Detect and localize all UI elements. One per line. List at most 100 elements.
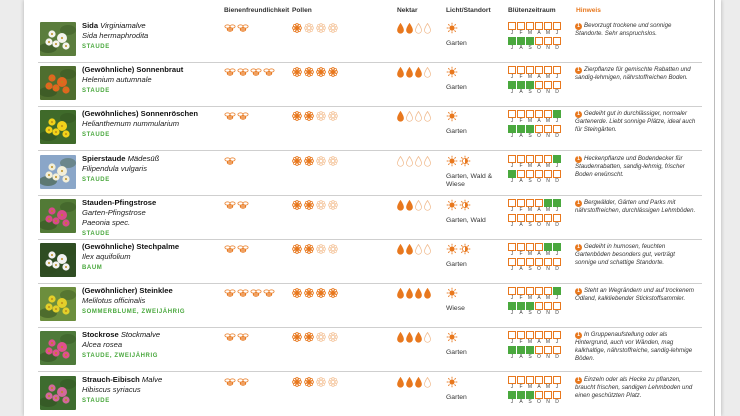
plant-hint: 1 Bergwälder, Gärten und Parks mit nährst… — [575, 198, 696, 214]
plant-scientific-name: Helenium autumnale — [82, 75, 152, 85]
plant-photo — [40, 287, 76, 322]
bloom-cells — [508, 125, 574, 134]
bloom-month-off — [535, 81, 543, 90]
month-label: J — [510, 30, 514, 36]
bloom-month-on — [526, 346, 534, 355]
plant-hint: 1 In Gruppenaufstellung oder als Hintergr… — [575, 331, 693, 363]
location-text: Wiese — [446, 305, 465, 313]
hint-number-badge: 1 — [575, 244, 582, 251]
bloom-month-off — [553, 169, 561, 178]
month-label: N — [546, 45, 550, 51]
plant-category: STAUDE — [82, 132, 110, 139]
bloom-month-off — [508, 331, 516, 340]
plant-alt-name: Mädesüß — [127, 153, 160, 163]
month-label: F — [519, 383, 523, 390]
bloom-cells — [508, 37, 574, 45]
nectar-filled-icon — [397, 376, 404, 388]
bloom-month-off — [535, 37, 543, 45]
bloom-month-on — [508, 390, 516, 399]
plant-hint: 1 Einzeln oder als Hecke zu pflanzen, bra… — [575, 375, 693, 399]
month-label: M — [545, 383, 551, 390]
header-bees: Bienenfreundlichkeit — [224, 7, 290, 14]
bloom-month-on — [526, 125, 534, 134]
bloom-month-off — [508, 258, 516, 266]
bloom-cells — [508, 66, 574, 75]
nectar-rating — [397, 199, 431, 211]
month-label: A — [537, 295, 541, 302]
pollen-filled-icon — [316, 67, 326, 78]
bloom-cells — [508, 154, 574, 163]
plant-thumbnail — [40, 154, 76, 189]
nectar-empty-icon — [424, 111, 431, 122]
month-label: N — [546, 310, 550, 317]
month-label: N — [546, 266, 550, 272]
pollen-empty-icon — [316, 244, 326, 254]
month-label: S — [528, 354, 532, 361]
bloom-month-on — [508, 37, 516, 45]
bloom-month-off — [508, 213, 516, 222]
bloom-month-off — [544, 258, 552, 266]
sun-icon — [446, 111, 458, 122]
bloom-cells — [508, 331, 574, 340]
month-label: A — [519, 177, 523, 184]
sun-icon — [446, 199, 458, 211]
plant-photo — [40, 66, 76, 101]
bloom-month-off — [526, 169, 534, 178]
pollen-filled-icon — [304, 155, 314, 166]
bloom-month-off — [508, 198, 516, 207]
pollen-empty-icon — [328, 155, 338, 166]
location-text: Garten — [446, 40, 467, 47]
pollen-filled-icon — [328, 67, 338, 78]
bee-icon — [224, 201, 236, 209]
bloom-month-off — [517, 66, 525, 75]
hint-number-badge: 1 — [575, 23, 582, 30]
half-shade-icon — [459, 243, 471, 255]
bloom-month-on — [517, 302, 525, 311]
bloom-month-off — [553, 125, 561, 134]
plant-photo — [40, 22, 76, 56]
bloom-month-on — [517, 37, 525, 45]
light-location: Garten — [446, 243, 506, 269]
month-label: F — [519, 162, 523, 169]
nectar-rating — [397, 288, 431, 299]
month-label: M — [527, 251, 533, 257]
bloom-month-off — [517, 154, 525, 163]
header-light: Licht/Standort — [446, 7, 491, 14]
nectar-empty-icon — [424, 155, 431, 167]
header-pollen: Pollen — [292, 7, 312, 14]
nectar-filled-icon — [406, 376, 413, 388]
month-label: D — [555, 310, 559, 317]
nectar-filled-icon — [397, 111, 404, 122]
nectar-empty-icon — [406, 155, 413, 167]
month-label: O — [537, 45, 541, 51]
sun-icon — [446, 243, 458, 255]
bloom-cells — [508, 258, 574, 266]
bloom-cells — [508, 243, 574, 251]
header-bloom: Blütenzeitraum — [508, 7, 556, 14]
pollen-filled-icon — [304, 376, 314, 387]
pollen-filled-icon — [292, 376, 302, 387]
nectar-empty-icon — [424, 376, 431, 388]
month-label: O — [537, 221, 541, 228]
bloom-month-off — [517, 213, 525, 222]
month-label: M — [527, 30, 533, 36]
pollen-rating — [292, 332, 338, 343]
bloom-month-off — [526, 198, 534, 207]
bee-icon — [224, 289, 236, 297]
header-nectar: Nektar — [397, 7, 418, 14]
month-label: M — [545, 30, 551, 36]
hint-number-badge: 1 — [575, 199, 582, 207]
hint-number-badge: 1 — [575, 155, 582, 163]
month-label: F — [519, 206, 523, 213]
month-label: D — [555, 221, 559, 228]
bloom-month-off — [553, 331, 561, 340]
plant-scientific-name: Helianthemum nummularium — [82, 119, 180, 129]
bloom-month-off — [553, 66, 561, 75]
bee-icon — [237, 289, 249, 297]
